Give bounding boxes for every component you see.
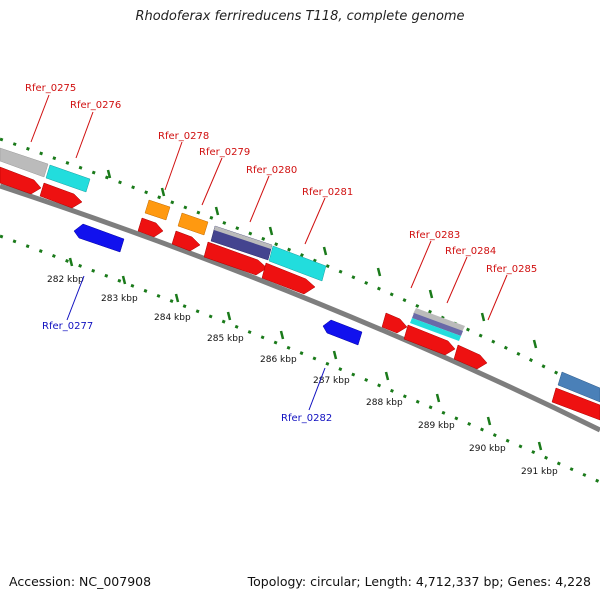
gene-label[interactable]: Rfer_0281 bbox=[302, 187, 353, 198]
leader-line bbox=[249, 175, 270, 223]
leader-line bbox=[308, 367, 326, 411]
major-tick bbox=[121, 275, 127, 285]
tick-label: 290 kbp bbox=[469, 444, 506, 454]
gene-label[interactable]: Rfer_0283 bbox=[409, 230, 460, 241]
leader-line bbox=[75, 111, 94, 159]
feature-orange-block[interactable] bbox=[144, 199, 171, 221]
major-tick bbox=[480, 312, 486, 322]
leader-line bbox=[201, 157, 223, 206]
cds-forward-arrow[interactable] bbox=[171, 230, 201, 252]
major-tick bbox=[68, 257, 74, 267]
cds-forward-arrow[interactable] bbox=[39, 182, 83, 209]
major-tick bbox=[106, 169, 112, 179]
tick-label: 287 kbp bbox=[313, 376, 350, 386]
tick-label: 283 kbp bbox=[101, 294, 138, 304]
tick-label: 286 kbp bbox=[260, 355, 297, 365]
major-tick bbox=[174, 293, 180, 303]
gene-label[interactable]: Rfer_0278 bbox=[158, 131, 209, 142]
leader-line bbox=[410, 240, 432, 289]
cds-forward-arrow[interactable] bbox=[261, 262, 316, 295]
tick-label: 289 kbp bbox=[418, 421, 455, 431]
feature-cyan-block[interactable] bbox=[410, 318, 461, 341]
feature-steel-block[interactable] bbox=[557, 371, 600, 403]
leader-lines bbox=[30, 94, 508, 411]
cds-reverse-arrow[interactable] bbox=[73, 223, 125, 253]
cds-forward-arrow[interactable] bbox=[137, 217, 164, 238]
outer-major-ticks bbox=[106, 169, 538, 349]
major-tick bbox=[160, 187, 166, 197]
major-tick bbox=[268, 226, 274, 236]
feature-cyan-block[interactable] bbox=[268, 245, 327, 282]
tick-label: 284 kbp bbox=[154, 313, 191, 323]
gene-label[interactable]: Rfer_0276 bbox=[70, 100, 121, 111]
major-tick bbox=[537, 441, 543, 451]
feature-cyan-block[interactable] bbox=[45, 164, 91, 193]
tick-label: 285 kbp bbox=[207, 334, 244, 344]
gene-label[interactable]: Rfer_0284 bbox=[445, 246, 496, 257]
tick-label: 282 kbp bbox=[47, 275, 84, 285]
cds-reverse-arrow[interactable] bbox=[322, 319, 363, 346]
gene-label[interactable]: Rfer_0282 bbox=[281, 413, 332, 424]
feature-gray-block[interactable] bbox=[413, 308, 465, 332]
feature-gray-block[interactable] bbox=[214, 226, 272, 249]
cds-forward-arrow[interactable] bbox=[453, 344, 488, 370]
leader-line bbox=[30, 94, 50, 143]
gene-label[interactable]: Rfer_0279 bbox=[199, 147, 250, 158]
major-tick bbox=[532, 339, 538, 349]
leader-line bbox=[304, 197, 326, 245]
major-tick bbox=[384, 371, 390, 381]
tick-label: 291 kbp bbox=[521, 467, 558, 477]
map-title: Rhodoferax ferrireducens T118, complete … bbox=[135, 9, 465, 24]
major-tick bbox=[279, 330, 285, 340]
cds-forward-arrow[interactable] bbox=[203, 241, 268, 276]
major-tick bbox=[428, 289, 434, 299]
major-tick bbox=[226, 311, 232, 321]
genome-summary-text: Topology: circular; Length: 4,712,337 bp… bbox=[247, 574, 591, 589]
leader-line bbox=[164, 141, 183, 191]
major-tick bbox=[435, 393, 441, 403]
cds-forward-arrow[interactable] bbox=[381, 312, 408, 334]
leader-line bbox=[66, 275, 85, 321]
gene-label[interactable]: Rfer_0280 bbox=[246, 165, 297, 176]
gene-label[interactable]: Rfer_0285 bbox=[486, 264, 537, 275]
major-tick bbox=[486, 416, 492, 426]
cds-forward-arrow[interactable] bbox=[0, 166, 42, 195]
feature-navy-block[interactable] bbox=[412, 313, 463, 336]
major-tick bbox=[214, 206, 220, 216]
gene-label[interactable]: Rfer_0277 bbox=[42, 321, 93, 332]
major-tick bbox=[322, 246, 328, 256]
gene-label[interactable]: Rfer_0275 bbox=[25, 83, 76, 94]
major-tick bbox=[332, 350, 338, 360]
leader-line bbox=[487, 274, 508, 321]
feature-gray-block[interactable] bbox=[0, 147, 49, 178]
accession-text: Accession: NC_007908 bbox=[9, 574, 152, 589]
tick-label: 288 kbp bbox=[366, 398, 403, 408]
cds-forward-arrow[interactable] bbox=[551, 387, 600, 421]
backbone-track bbox=[0, 183, 600, 433]
feature-orange-block[interactable] bbox=[177, 212, 209, 236]
major-ticks bbox=[68, 257, 543, 451]
major-tick bbox=[376, 267, 382, 277]
cds-forward-arrow[interactable] bbox=[403, 324, 456, 356]
leader-line bbox=[446, 256, 468, 304]
